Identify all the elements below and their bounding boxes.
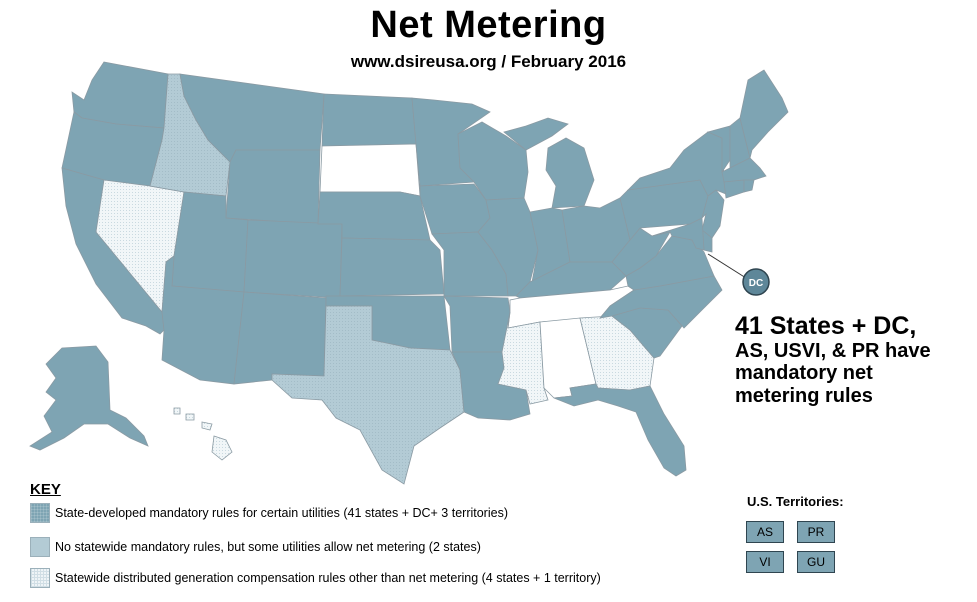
state-michigan-lp [545,137,595,209]
state-arkansas [443,295,511,353]
callout-line-1: 41 States + DC, [735,312,917,340]
state-hawaii-maui [201,421,213,431]
key-swatch-other-dg [30,568,50,588]
summary-callout: 41 States + DC, AS, USVI, & PR have mand… [735,312,975,407]
state-maryland [651,217,705,251]
territory-gu: GU [797,551,835,573]
territory-as: AS [746,521,784,543]
state-kansas [339,237,445,297]
state-colorado [243,219,343,299]
map-subtitle: www.dsireusa.org / February 2016 [350,52,627,71]
key-label-other-dg: Statewide distributed generation compens… [55,571,601,585]
key-swatch-some-utilities [30,537,50,557]
callout-line-2: AS, USVI, & PR have [735,340,931,362]
state-washington [71,61,169,129]
territory-vi: VI [746,551,784,573]
state-wyoming [225,149,321,225]
state-maine [739,69,789,159]
dc-leader-line [707,253,747,279]
callout-line-3: mandatory net [735,362,873,385]
key-label-mandatory: State-developed mandatory rules for cert… [55,506,508,520]
state-new-mexico [233,291,327,385]
dc-label: DC [749,278,763,289]
state-hawaii-oahu [185,413,195,421]
dc-marker [742,268,770,296]
state-hawaii-kauai [173,407,181,415]
territories-title: U.S. Territories: [747,494,844,509]
state-florida [553,383,687,477]
state-hawaii-big [211,435,233,461]
key-item-some-utilities: No statewide mandatory rules, but some u… [30,537,481,557]
state-alaska [29,345,149,451]
territory-pr: PR [797,521,835,543]
map-title: Net Metering [370,4,607,46]
state-rhode-island [743,179,755,193]
state-connecticut [723,179,745,199]
key-label-some-utilities: No statewide mandatory rules, but some u… [55,540,481,554]
state-north-dakota [321,93,417,147]
key-title: KEY [30,481,61,498]
key-item-mandatory: State-developed mandatory rules for cert… [30,503,508,523]
state-south-dakota [319,143,421,197]
state-illinois [477,197,539,297]
state-vermont [706,125,731,174]
key-swatch-mandatory [30,503,50,523]
callout-line-4: metering rules [735,384,873,407]
state-iowa [419,183,491,235]
key-item-other-dg: Statewide distributed generation compens… [30,568,601,588]
state-wisconsin [457,121,529,201]
state-texas [271,305,465,485]
state-michigan-up [503,117,569,151]
